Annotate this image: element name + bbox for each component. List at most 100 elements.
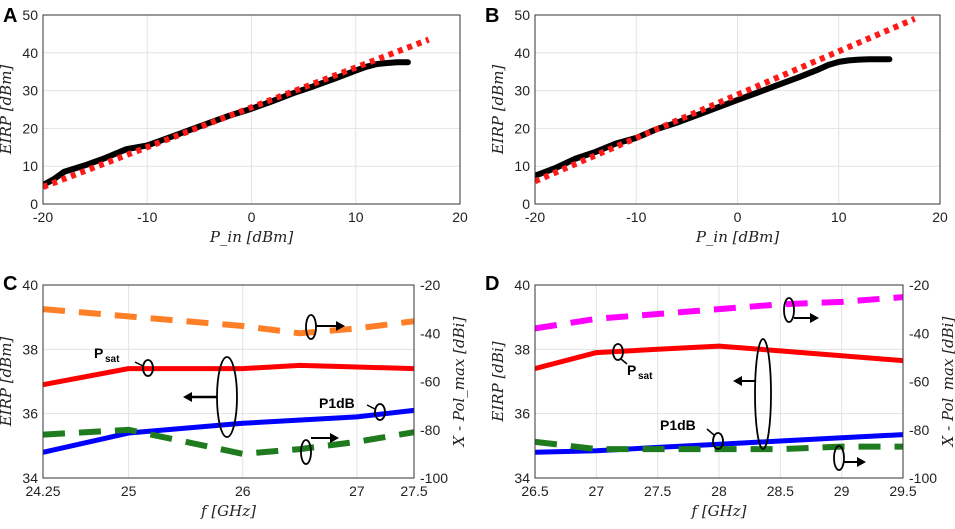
x-tick-label: -10	[137, 209, 157, 225]
marker-ellipse	[612, 343, 624, 361]
y-axis-label: EIRP [dBi]	[489, 341, 507, 422]
p1db-label: P1dB	[319, 395, 355, 411]
x-tick-label: 27.5	[644, 483, 671, 499]
series-x-pol-orange	[43, 306, 414, 337]
y-tick-label: 36	[22, 406, 38, 422]
series-psat	[43, 362, 414, 388]
x-tick-label: 26.5	[521, 483, 548, 499]
y-tick-label: 50	[22, 7, 38, 23]
y-right-axis-label: X - Pol_max [dBi]	[450, 317, 468, 448]
marker-ellipse	[142, 359, 154, 377]
arrow-head	[733, 376, 742, 386]
y-tick-label: 0	[30, 196, 38, 212]
y-tick-label: 30	[514, 83, 530, 99]
y-tick-label: 40	[22, 45, 38, 61]
y-tick-label: 10	[514, 158, 530, 174]
y-tick-label: 38	[514, 341, 530, 357]
y-tick-label: 40	[514, 277, 530, 293]
arrow-head	[183, 392, 192, 402]
y-tick-label: 50	[514, 7, 530, 23]
x-tick-label: 0	[734, 209, 742, 225]
y-tick-label: 0	[522, 196, 530, 212]
x-axis-label: f [GHz]	[200, 502, 256, 520]
panel-label: C	[3, 273, 17, 295]
y-tick-label: 30	[22, 83, 38, 99]
arrow-head	[810, 313, 819, 323]
x-tick-label: 25	[121, 483, 137, 499]
y-axis-label: EIRP [dBm]	[0, 337, 15, 428]
marker-ellipse	[374, 403, 386, 421]
x-tick-label: 29.5	[889, 483, 916, 499]
arrow-head	[336, 321, 345, 331]
x-tick-label: 10	[831, 209, 847, 225]
x-axis-label: f [GHz]	[691, 502, 747, 520]
y-axis-label: EIRP [dBm]	[0, 65, 15, 156]
panel-label: D	[485, 273, 499, 295]
marker-ellipse	[754, 338, 772, 450]
y-right-tick-label: -60	[909, 374, 929, 390]
plot-frame	[534, 14, 941, 205]
y-tick-label: 38	[22, 341, 38, 357]
x-tick-label: 27	[349, 483, 365, 499]
series-group	[535, 16, 916, 185]
y-tick-label: 34	[22, 470, 38, 486]
psat-label: P	[94, 345, 103, 361]
marker-ellipse	[300, 439, 312, 465]
series-psat	[535, 343, 903, 372]
y-tick-label: 40	[514, 45, 530, 61]
y-right-tick-label: -80	[909, 422, 929, 438]
series-group	[43, 306, 414, 457]
psat-sub: sat	[638, 371, 653, 382]
plot-frame	[42, 14, 461, 205]
arrow-line	[620, 358, 628, 365]
series-linear-fit	[43, 36, 430, 190]
marker-ellipse	[833, 445, 845, 471]
series-group	[43, 36, 430, 190]
panel-label: B	[485, 5, 499, 27]
x-tick-label: 0	[248, 209, 256, 225]
y-tick-label: 20	[22, 120, 38, 136]
x-tick-label: 29	[834, 483, 850, 499]
arrow-line	[706, 428, 715, 436]
x-tick-label: 28.5	[767, 483, 794, 499]
x-tick-label: 20	[932, 209, 948, 225]
y-tick-label: 34	[514, 470, 530, 486]
arrow-head	[857, 457, 866, 467]
series-x-pol-magenta	[535, 294, 903, 332]
y-right-tick-label: -40	[420, 325, 440, 341]
x-tick-label: -20	[33, 209, 53, 225]
plot-frame	[534, 284, 904, 479]
chart-D: D 26.5 27 27.5 28 28.5 29 29.5 34 36 38 40 -100 -80 -6…	[485, 273, 955, 520]
psat-sub: sat	[105, 354, 120, 365]
chart-A: A -20 -10 0 10 20 0 10 20 30 40 50 P_in [dBm] EIRP [d…	[0, 5, 468, 246]
x-tick-label: -20	[525, 209, 545, 225]
y-right-tick-label: -20	[909, 277, 929, 293]
series-p1db	[535, 432, 903, 455]
y-right-tick-label: -100	[420, 470, 448, 486]
y-tick-label: 40	[22, 277, 38, 293]
x-axis-label: P_in [dBm]	[695, 228, 780, 246]
y-tick-label: 20	[514, 120, 530, 136]
y-right-tick-label: -60	[420, 374, 440, 390]
y-right-tick-label: -40	[909, 325, 929, 341]
x-tick-label: 27	[589, 483, 605, 499]
series-x-pol-green	[43, 426, 414, 457]
x-tick-label: -10	[626, 209, 646, 225]
plot-frame	[42, 284, 415, 479]
x-axis-label: P_in [dBm]	[209, 228, 294, 246]
y-right-tick-label: -100	[909, 470, 937, 486]
series-linear-fit	[535, 16, 916, 185]
y-right-tick-label: -80	[420, 422, 440, 438]
y-tick-label: 10	[22, 158, 38, 174]
p1db-label: P1dB	[660, 417, 696, 433]
arrow-line	[134, 361, 144, 367]
series-measured	[535, 56, 893, 179]
x-tick-label: 28	[711, 483, 727, 499]
panel-label: A	[3, 5, 17, 27]
y-axis-label: EIRP [dBm]	[489, 65, 507, 156]
marker-ellipse	[712, 432, 724, 450]
x-tick-label: 26	[235, 483, 251, 499]
